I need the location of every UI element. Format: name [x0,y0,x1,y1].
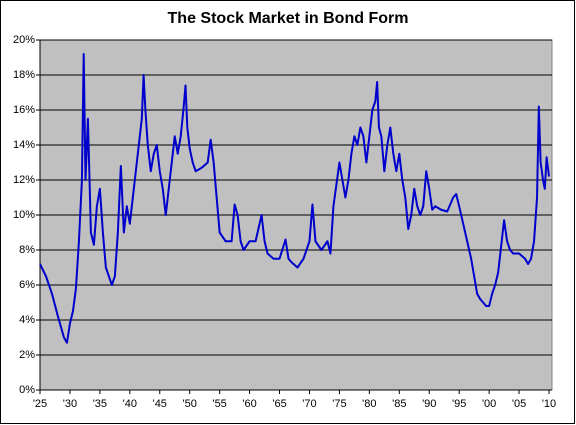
chart-title: The Stock Market in Bond Form [168,10,409,27]
y-tick-label: 16% [13,104,35,116]
x-tick-label: '70 [302,398,316,410]
x-tick-label: '95 [452,398,466,410]
x-tick-label: '25 [33,398,47,410]
y-tick-label: 0% [19,384,35,396]
y-tick-label: 6% [19,279,35,291]
y-tick-label: 18% [13,69,35,81]
x-tick-label: '00 [482,398,496,410]
y-tick-label: 20% [13,34,35,46]
y-tick-label: 8% [19,244,35,256]
y-tick-label: 14% [13,139,35,151]
x-tick-label: '90 [422,398,436,410]
y-tick-label: 4% [19,314,35,326]
x-tick-label: '45 [153,398,167,410]
x-tick-label: '05 [512,398,526,410]
x-tick-label: '80 [362,398,376,410]
x-tick-label: '50 [183,398,197,410]
x-tick-label: '30 [63,398,77,410]
y-tick-label: 12% [13,174,35,186]
x-tick-label: '85 [392,398,406,410]
x-tick-label: '40 [123,398,137,410]
x-tick-label: '10 [542,398,556,410]
y-tick-label: 2% [19,349,35,361]
x-tick-label: '75 [332,398,346,410]
x-tick-label: '60 [242,398,256,410]
x-tick-label: '35 [93,398,107,410]
x-tick-label: '65 [272,398,286,410]
data-line [39,53,551,344]
y-tick-label: 10% [13,209,35,221]
x-tick-label: '55 [212,398,226,410]
